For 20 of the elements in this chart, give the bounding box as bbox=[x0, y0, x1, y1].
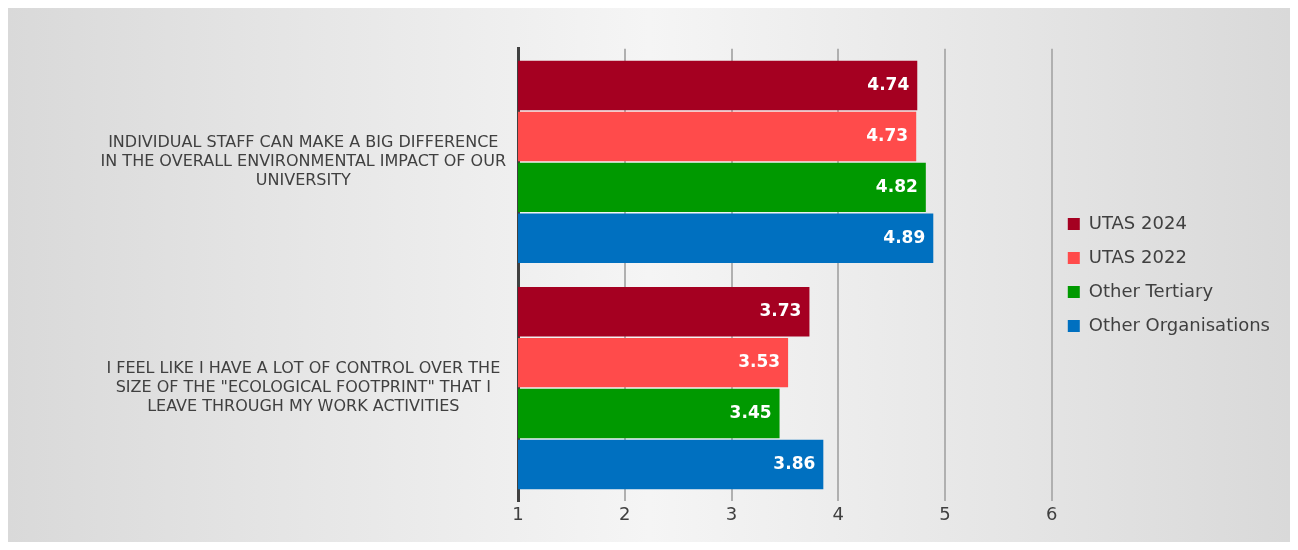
legend-label: Other Tertiary bbox=[1088, 279, 1214, 301]
data-label: 4.82 bbox=[875, 175, 918, 196]
y-tick-label: I FEEL LIKE I HAVE A LOT OF CONTROL OVER THE SIZE OF THE "ECOLOGICAL FOOTPRINT" THAT I LEAVE THROUGH MY WORK ACTIVITIES bbox=[106, 358, 501, 416]
legend-label: UTAS 2024 bbox=[1088, 211, 1187, 233]
data-label: 4.74 bbox=[867, 73, 910, 94]
y-tick-label: INDIVIDUAL STAFF CAN MAKE A BIG DIFFERENCE IN THE OVERALL ENVIRONMENTAL IMPACT OF OUR UNIVERSITY bbox=[100, 131, 506, 190]
x-tick-label: 6 bbox=[1046, 502, 1058, 524]
data-label: 3.86 bbox=[773, 452, 816, 473]
data-label: 3.45 bbox=[729, 401, 772, 422]
x-tick-label: 3 bbox=[725, 502, 738, 524]
data-label: 3.53 bbox=[738, 351, 781, 372]
x-tick-label: 2 bbox=[619, 502, 631, 524]
data-label: 3.73 bbox=[759, 300, 802, 321]
x-tick-label: 1 bbox=[512, 502, 524, 524]
x-tick-label: 4 bbox=[832, 502, 844, 524]
data-label: 4.73 bbox=[866, 124, 909, 145]
data-label: 4.89 bbox=[883, 226, 926, 247]
legend-label: UTAS 2022 bbox=[1088, 245, 1187, 267]
x-tick-label: 5 bbox=[939, 502, 951, 524]
legend-label: Other Organisations bbox=[1088, 313, 1271, 335]
